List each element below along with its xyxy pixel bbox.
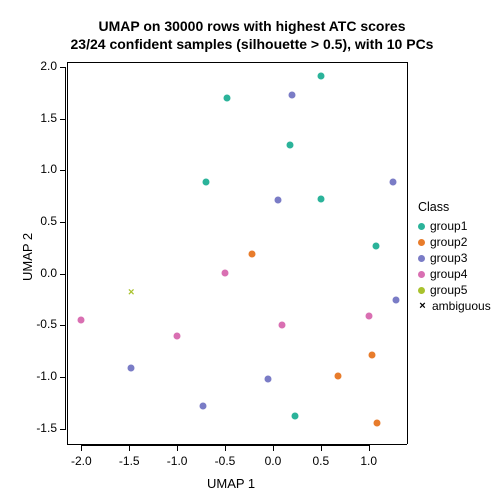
x-tick [225, 445, 226, 451]
x-tick [273, 445, 274, 451]
x-tick [129, 445, 130, 451]
x-tick [81, 445, 82, 451]
legend-label: group1 [430, 219, 467, 233]
legend-label: group4 [430, 267, 467, 281]
y-tick-label: 0.0 [40, 266, 57, 280]
x-tick-label: -1.0 [165, 454, 189, 468]
y-tick [60, 170, 66, 171]
data-point [317, 73, 324, 80]
x-tick-label: -0.5 [213, 454, 237, 468]
y-tick [60, 377, 66, 378]
y-tick [60, 222, 66, 223]
legend: Class group1 group2 group3 group4 group5× amb… [418, 200, 491, 314]
umap-scatter-chart: UMAP on 30000 rows with highest ATC scor… [0, 0, 504, 504]
legend-marker-icon [418, 223, 425, 230]
data-point [202, 178, 209, 185]
chart-title-line2: 23/24 confident samples (silhouette > 0.… [0, 36, 504, 52]
data-point [368, 352, 375, 359]
y-tick [60, 274, 66, 275]
data-point [365, 312, 372, 319]
legend-label: group5 [430, 283, 467, 297]
plot-area [67, 62, 407, 444]
legend-label: group2 [430, 235, 467, 249]
legend-item: group1 [418, 218, 491, 234]
data-point [373, 242, 380, 249]
data-point [287, 141, 294, 148]
data-point [128, 364, 135, 371]
y-tick-label: -1.5 [36, 421, 57, 435]
y-tick-label: -0.5 [36, 317, 57, 331]
data-point [392, 297, 399, 304]
data-point [223, 95, 230, 102]
legend-item: × ambiguous [418, 298, 491, 314]
y-tick [60, 67, 66, 68]
x-tick-label: 1.0 [357, 454, 381, 468]
y-axis-label: UMAP 2 [20, 233, 35, 281]
x-tick-label: 0.5 [309, 454, 333, 468]
legend-marker-icon [418, 239, 425, 246]
y-tick-label: 2.0 [40, 59, 57, 73]
legend-marker-x-icon: × [418, 302, 427, 311]
data-point [317, 196, 324, 203]
y-tick-label: 0.5 [40, 214, 57, 228]
data-point [279, 322, 286, 329]
y-tick [60, 325, 66, 326]
legend-item: group2 [418, 234, 491, 250]
y-tick-label: 1.5 [40, 111, 57, 125]
legend-item: group4 [418, 266, 491, 282]
data-point [222, 269, 229, 276]
legend-marker-icon [418, 287, 425, 294]
data-point [274, 197, 281, 204]
y-tick [60, 429, 66, 430]
data-point-ambiguous: × [127, 289, 136, 298]
data-point [265, 375, 272, 382]
x-tick-label: 0.0 [261, 454, 285, 468]
data-point [78, 317, 85, 324]
y-tick [60, 119, 66, 120]
legend-item: group3 [418, 250, 491, 266]
data-point [248, 251, 255, 258]
legend-item: group5 [418, 282, 491, 298]
y-tick-label: -1.0 [36, 369, 57, 383]
data-point [374, 420, 381, 427]
data-point [289, 92, 296, 99]
chart-title-line1: UMAP on 30000 rows with highest ATC scor… [0, 18, 504, 34]
x-tick-label: -2.0 [69, 454, 93, 468]
data-point [174, 332, 181, 339]
x-axis-label: UMAP 1 [207, 476, 255, 491]
x-tick [177, 445, 178, 451]
legend-label: group3 [430, 251, 467, 265]
x-tick [321, 445, 322, 451]
y-tick-label: 1.0 [40, 162, 57, 176]
legend-label: ambiguous [432, 299, 491, 313]
data-point [389, 178, 396, 185]
legend-marker-icon [418, 271, 425, 278]
legend-marker-icon [418, 255, 425, 262]
x-tick [369, 445, 370, 451]
data-point [291, 413, 298, 420]
x-tick-label: -1.5 [117, 454, 141, 468]
legend-title: Class [418, 200, 491, 214]
data-point [335, 372, 342, 379]
data-point [200, 402, 207, 409]
